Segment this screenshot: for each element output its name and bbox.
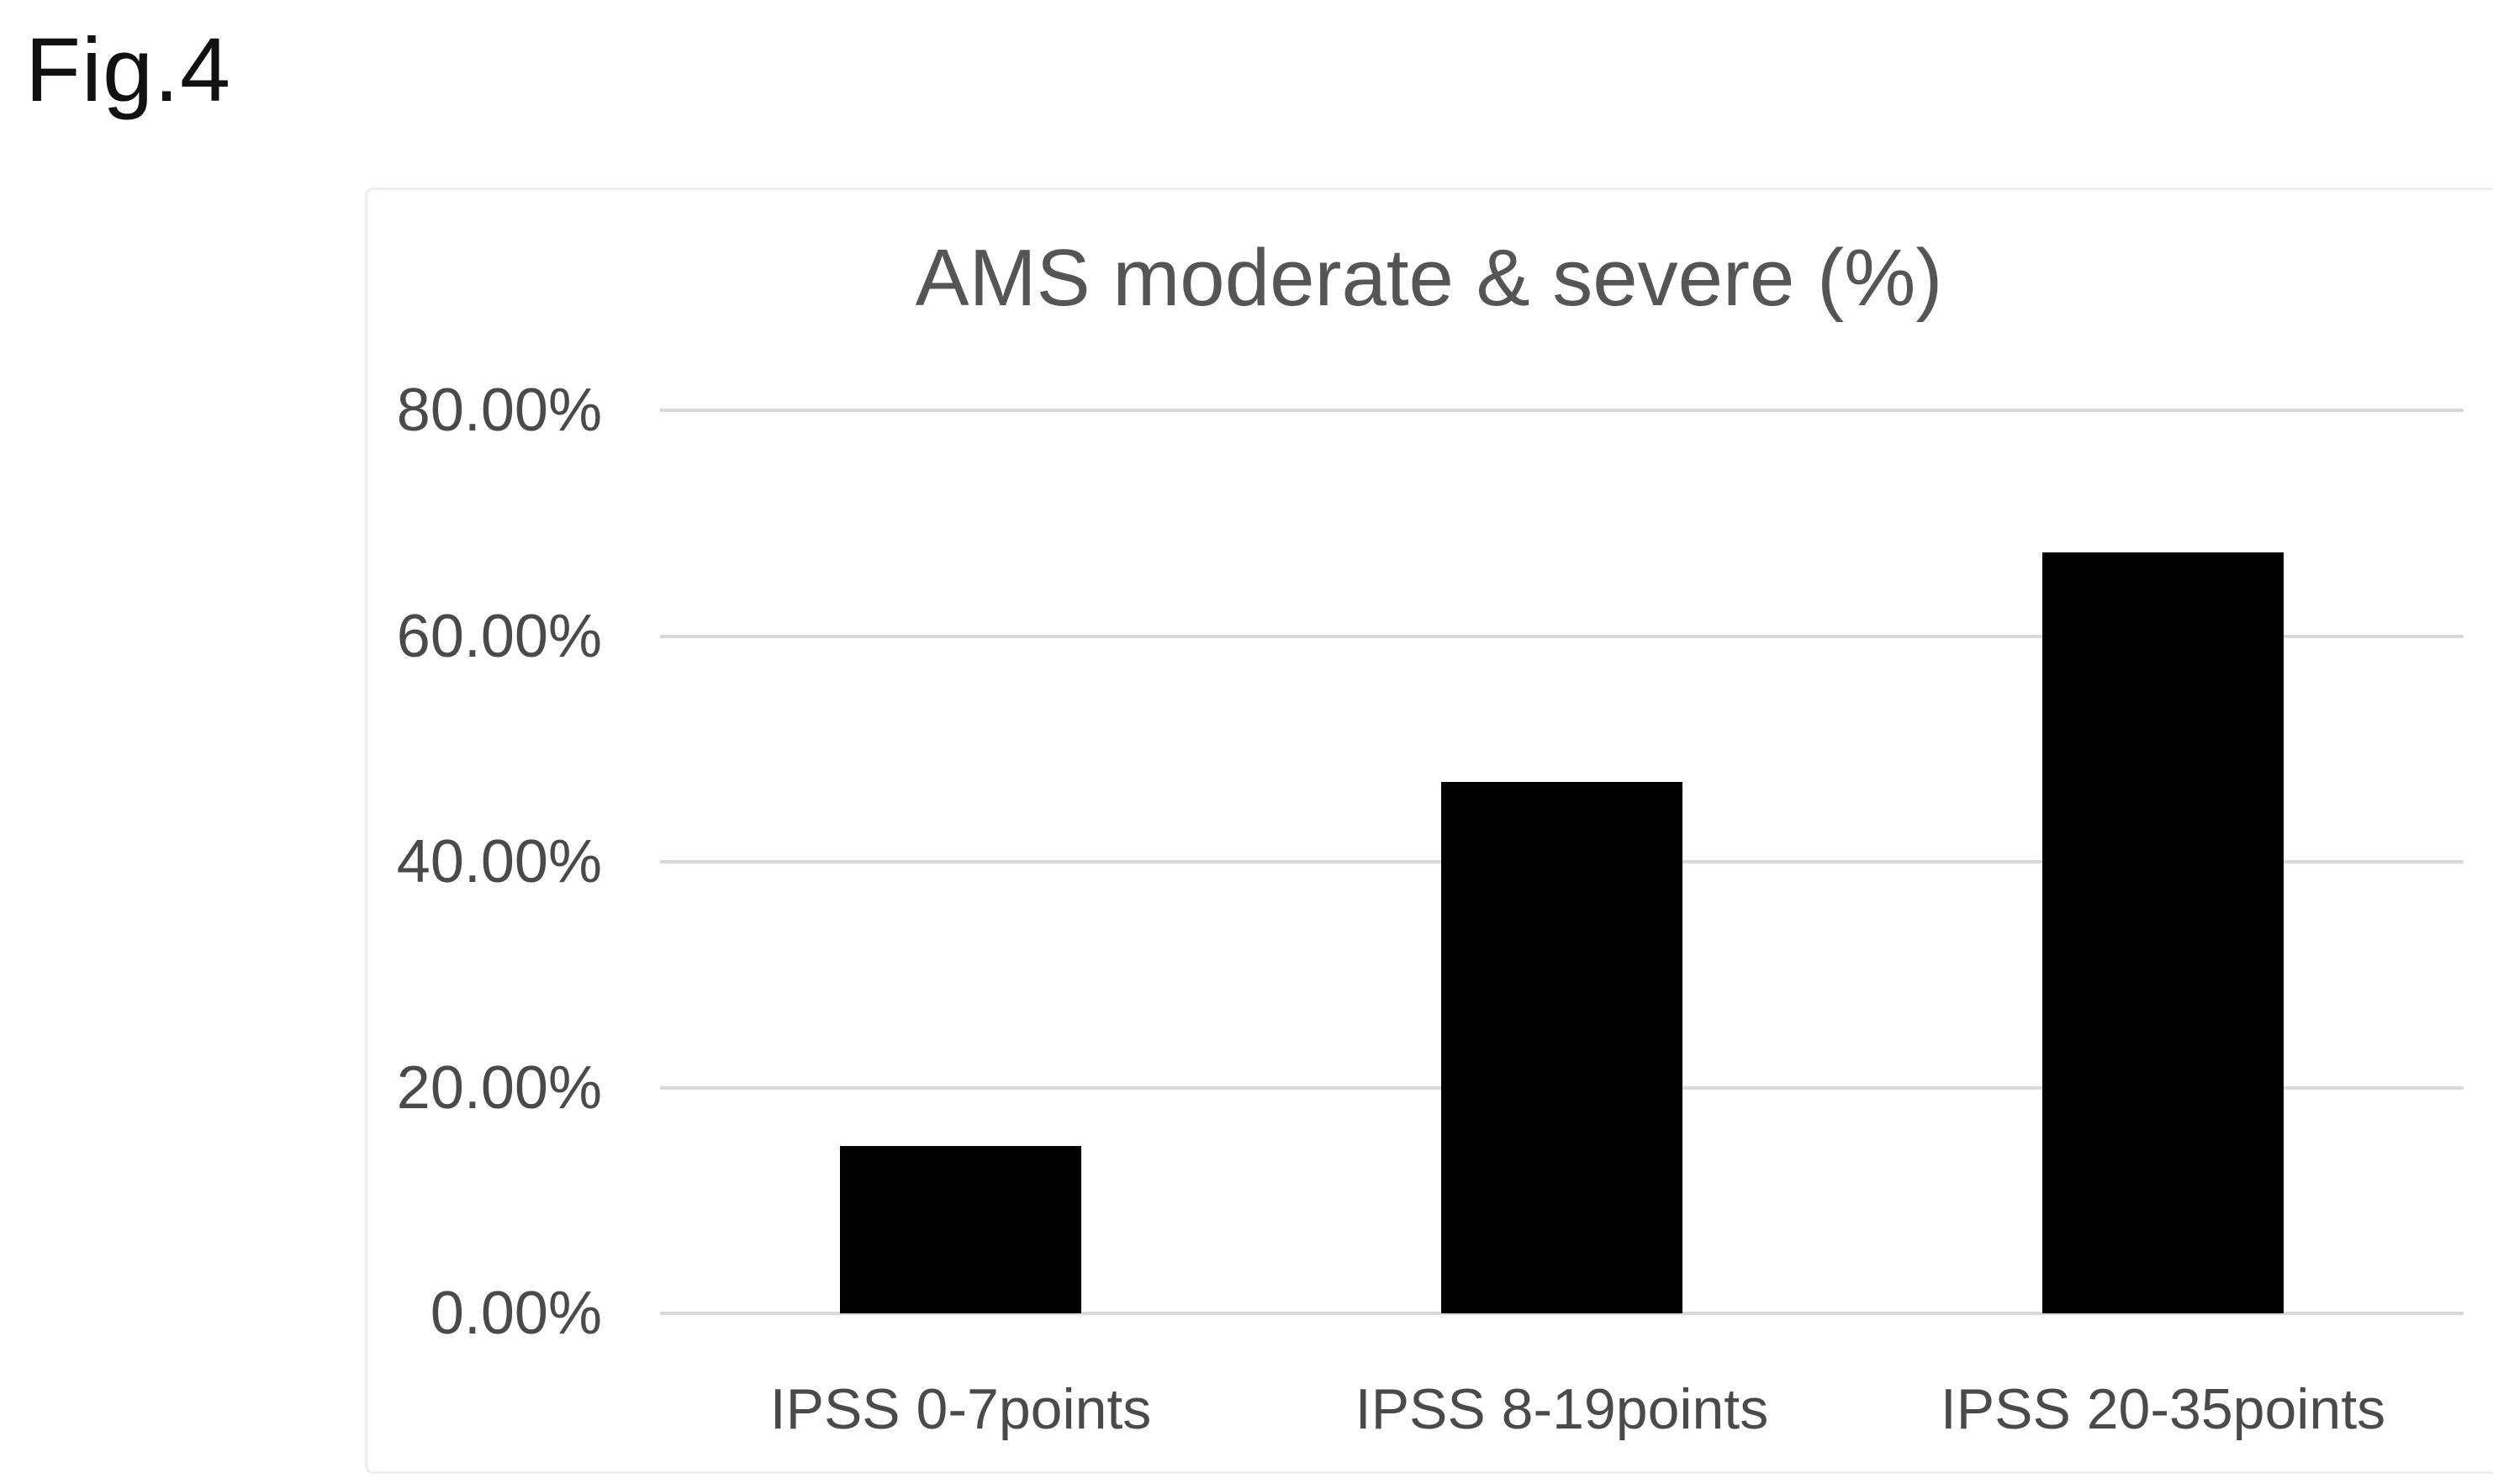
gridline-60 bbox=[660, 634, 2464, 638]
chart-title: AMS moderate & severe (%) bbox=[915, 233, 1943, 323]
gridline-0 bbox=[660, 1312, 2464, 1315]
y-tick-label-40: 40.00% bbox=[396, 828, 602, 895]
y-tick-label-60: 60.00% bbox=[396, 602, 602, 670]
bar-3 bbox=[2042, 552, 2284, 1313]
y-tick-label-20: 20.00% bbox=[396, 1054, 602, 1122]
bar-2 bbox=[1441, 781, 1682, 1313]
x-axis-label-2: IPSS 8-19points bbox=[1355, 1377, 1769, 1441]
y-tick-label-0: 0.00% bbox=[430, 1280, 602, 1347]
figure-label: Fig.4 bbox=[25, 18, 232, 120]
x-axis-label-3: IPSS 20-35points bbox=[1940, 1377, 2386, 1441]
gridline-80 bbox=[660, 409, 2464, 412]
bar-1 bbox=[840, 1146, 1081, 1313]
y-tick-label-80: 80.00% bbox=[396, 377, 602, 444]
x-axis-label-1: IPSS 0-7points bbox=[769, 1377, 1152, 1441]
